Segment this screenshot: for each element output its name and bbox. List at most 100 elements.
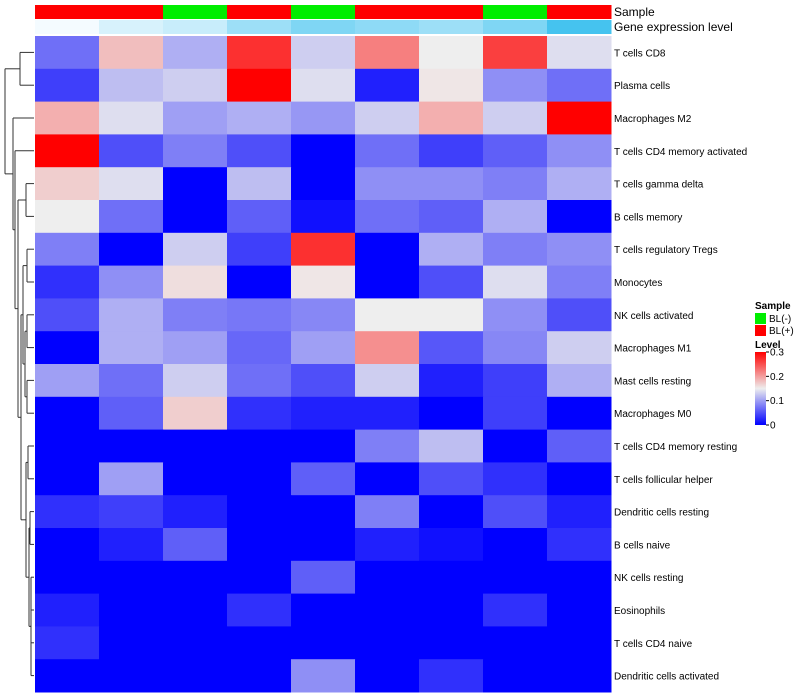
sample-annotation-cell <box>163 5 228 19</box>
heatmap-cell <box>227 560 292 595</box>
row-labels: T cells CD8 Plasma cells Macrophages M2 T c… <box>614 48 747 682</box>
heatmap-cell <box>163 560 228 595</box>
sample-annotation-cell <box>547 5 612 19</box>
heatmap-cell <box>35 167 100 201</box>
heatmap-cell <box>291 134 356 168</box>
heatmap-cell <box>547 331 612 365</box>
heatmap-cell <box>483 462 548 496</box>
heatmap-cell <box>99 167 164 201</box>
expression-annotation-cell <box>355 20 420 34</box>
heatmap-cell <box>35 36 100 70</box>
heatmap-cell <box>227 232 292 267</box>
heatmap-cell <box>483 396 548 431</box>
expression-annotation-cell <box>163 20 228 34</box>
row-label: B cells memory <box>614 212 682 223</box>
row-dendrogram <box>4 51 34 677</box>
heatmap-cell <box>419 68 484 103</box>
heatmap-cell <box>35 626 100 660</box>
heatmap-cell <box>355 528 420 562</box>
heatmap-cell <box>227 101 292 135</box>
row-label: T cells CD4 memory resting <box>614 442 737 453</box>
legend-level-tick-label: 0 <box>770 421 776 432</box>
heatmap-cell <box>483 560 548 595</box>
heatmap-cell <box>547 626 612 660</box>
heatmap-cell <box>99 134 164 168</box>
heatmap-cell <box>419 659 484 693</box>
expression-annotation-bar <box>35 20 612 34</box>
heatmap-cell <box>547 101 612 135</box>
heatmap-cell <box>227 429 292 463</box>
heatmap-cell <box>35 68 100 103</box>
heatmap-cell <box>35 331 100 365</box>
legend-sample-label: BL(-) <box>769 314 791 325</box>
expression-annotation-cell <box>35 20 100 34</box>
row-label: T cells CD4 memory activated <box>614 147 747 158</box>
heatmap-cell <box>227 298 292 332</box>
row-label: T cells follicular helper <box>614 475 713 486</box>
heatmap-cell <box>163 495 228 529</box>
heatmap-cell <box>35 396 100 431</box>
heatmap-cell <box>291 659 356 693</box>
heatmap-cell <box>419 265 484 299</box>
sample-annotation-title: Sample <box>614 5 655 19</box>
heatmap-cell <box>99 364 164 398</box>
legend-level-tick-label: 0.1 <box>770 396 784 407</box>
heatmap-cell <box>355 331 420 365</box>
heatmap-cell <box>483 101 548 135</box>
heatmap-cell <box>355 560 420 595</box>
heatmap-cell <box>227 659 292 693</box>
row-label: Dendritic cells activated <box>614 672 719 683</box>
heatmap-cell <box>355 265 420 299</box>
heatmap-cell <box>355 429 420 463</box>
heatmap-cell <box>99 626 164 660</box>
sample-annotation-cell <box>291 5 356 19</box>
heatmap-cell <box>99 396 164 431</box>
row-label: T cells CD8 <box>614 48 666 59</box>
expression-annotation-cell <box>227 20 292 34</box>
row-label: B cells naive <box>614 540 671 551</box>
heatmap-cell <box>419 298 484 332</box>
sample-annotation-bar <box>35 5 612 19</box>
heatmap-cell <box>419 560 484 595</box>
heatmap-cell <box>355 462 420 496</box>
legend-sample-swatch <box>755 313 766 324</box>
heatmap-cell <box>419 626 484 660</box>
sample-annotation-cell <box>99 5 164 19</box>
heatmap-cell <box>291 364 356 398</box>
heatmap-cell <box>547 200 612 234</box>
heatmap-cell <box>35 593 100 627</box>
heatmap-cell <box>99 232 164 267</box>
heatmap-cell <box>99 200 164 234</box>
heatmap-cell <box>35 495 100 529</box>
heatmap-cell <box>291 298 356 332</box>
heatmap-cell <box>291 167 356 201</box>
heatmap-cell <box>99 36 164 70</box>
heatmap-cell <box>163 68 228 103</box>
heatmap-cell <box>547 528 612 562</box>
row-label: Macrophages M2 <box>614 114 692 125</box>
heatmap-cell <box>355 298 420 332</box>
heatmap-cell <box>99 298 164 332</box>
heatmap-cell <box>99 593 164 627</box>
heatmap-cell <box>227 36 292 70</box>
heatmap-cell <box>99 462 164 496</box>
heatmap-cell <box>547 167 612 201</box>
heatmap-cell <box>291 626 356 660</box>
heatmap-cell <box>291 462 356 496</box>
heatmap-cell <box>99 68 164 103</box>
row-label: NK cells activated <box>614 311 693 322</box>
heatmap-cell <box>419 528 484 562</box>
sample-annotation-cell <box>355 5 420 19</box>
heatmap-cell <box>547 560 612 595</box>
heatmap-cell <box>547 495 612 529</box>
heatmap-cell <box>483 68 548 103</box>
sample-annotation-cell <box>35 5 100 19</box>
heatmap-cell <box>483 298 548 332</box>
heatmap-cell <box>547 462 612 496</box>
heatmap-cell <box>483 495 548 529</box>
heatmap-cell <box>163 200 228 234</box>
sample-annotation-cell <box>227 5 292 19</box>
heatmap-cell <box>419 167 484 201</box>
heatmap-cell <box>35 462 100 496</box>
